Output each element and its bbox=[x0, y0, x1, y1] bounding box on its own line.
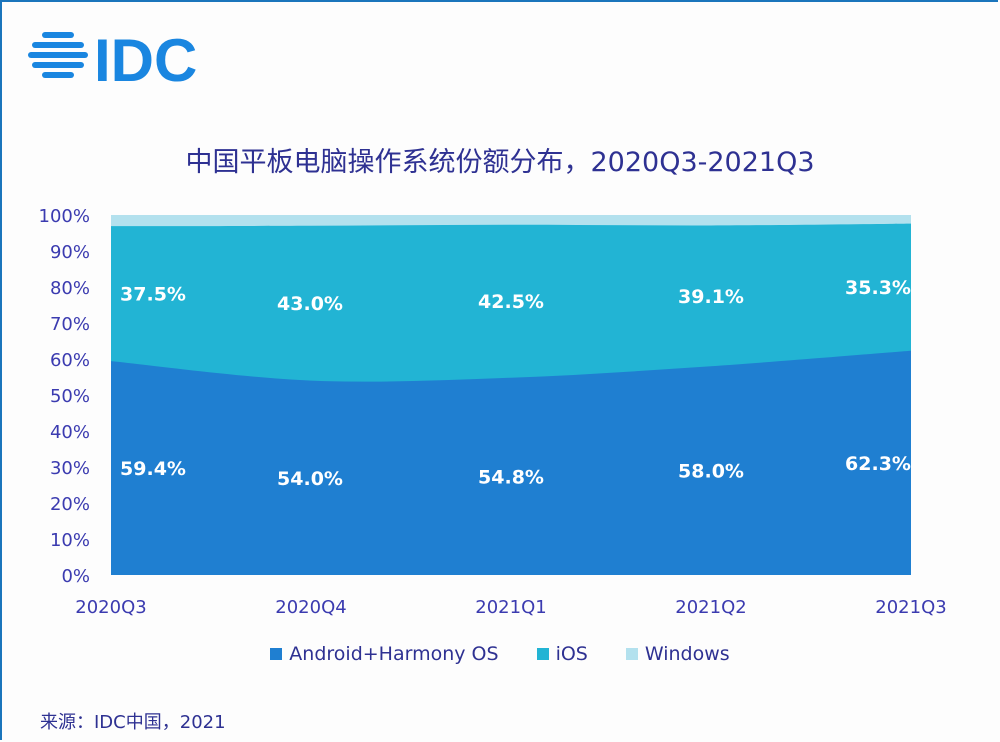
data-label: 54.8% bbox=[478, 466, 544, 488]
y-tick-label: 80% bbox=[50, 278, 90, 299]
chart-title: 中国平板电脑操作系统份额分布，2020Q3-2021Q3 bbox=[185, 147, 815, 178]
legend-swatch bbox=[625, 648, 638, 660]
legend-item: Windows bbox=[625, 643, 730, 665]
data-label: 43.0% bbox=[277, 293, 343, 315]
data-label: 58.0% bbox=[678, 461, 744, 483]
x-tick-label: 2021Q2 bbox=[675, 597, 746, 618]
data-label: 59.4% bbox=[120, 458, 186, 480]
y-tick-label: 20% bbox=[50, 494, 90, 515]
area-android-harmony-os bbox=[111, 350, 911, 575]
source-note: 来源：IDC中国，2021 bbox=[40, 712, 226, 733]
data-label: 37.5% bbox=[120, 284, 186, 306]
legend-label: iOS bbox=[555, 643, 588, 665]
svg-text:IDC: IDC bbox=[94, 28, 197, 88]
legend-item: Android+Harmony OS bbox=[270, 643, 499, 665]
y-tick-label: 40% bbox=[50, 422, 90, 443]
y-tick-label: 50% bbox=[50, 386, 90, 407]
y-tick-label: 100% bbox=[39, 206, 90, 227]
legend-label: Android+Harmony OS bbox=[289, 643, 499, 665]
y-tick-label: 0% bbox=[61, 566, 90, 587]
data-label: 54.0% bbox=[277, 468, 343, 490]
legend: Android+Harmony OS iOS Windows bbox=[0, 643, 1000, 665]
data-label: 39.1% bbox=[678, 286, 744, 308]
legend-swatch bbox=[536, 648, 549, 660]
y-tick-label: 10% bbox=[50, 530, 90, 551]
legend-label: Windows bbox=[644, 643, 730, 665]
legend-swatch bbox=[270, 648, 283, 660]
x-tick-label: 2020Q3 bbox=[75, 597, 146, 618]
y-tick-label: 70% bbox=[50, 314, 90, 335]
x-tick-label: 2021Q3 bbox=[875, 597, 946, 618]
x-tick-label: 2021Q1 bbox=[475, 597, 546, 618]
y-tick-label: 30% bbox=[50, 458, 90, 479]
x-tick-label: 2020Q4 bbox=[275, 597, 346, 618]
data-label: 42.5% bbox=[478, 291, 544, 313]
y-tick-label: 90% bbox=[50, 242, 90, 263]
y-tick-label: 60% bbox=[50, 350, 90, 371]
data-label: 62.3% bbox=[845, 453, 911, 475]
data-label: 35.3% bbox=[845, 277, 911, 299]
legend-item: iOS bbox=[536, 643, 588, 665]
idc-logo: IDC bbox=[28, 28, 197, 88]
